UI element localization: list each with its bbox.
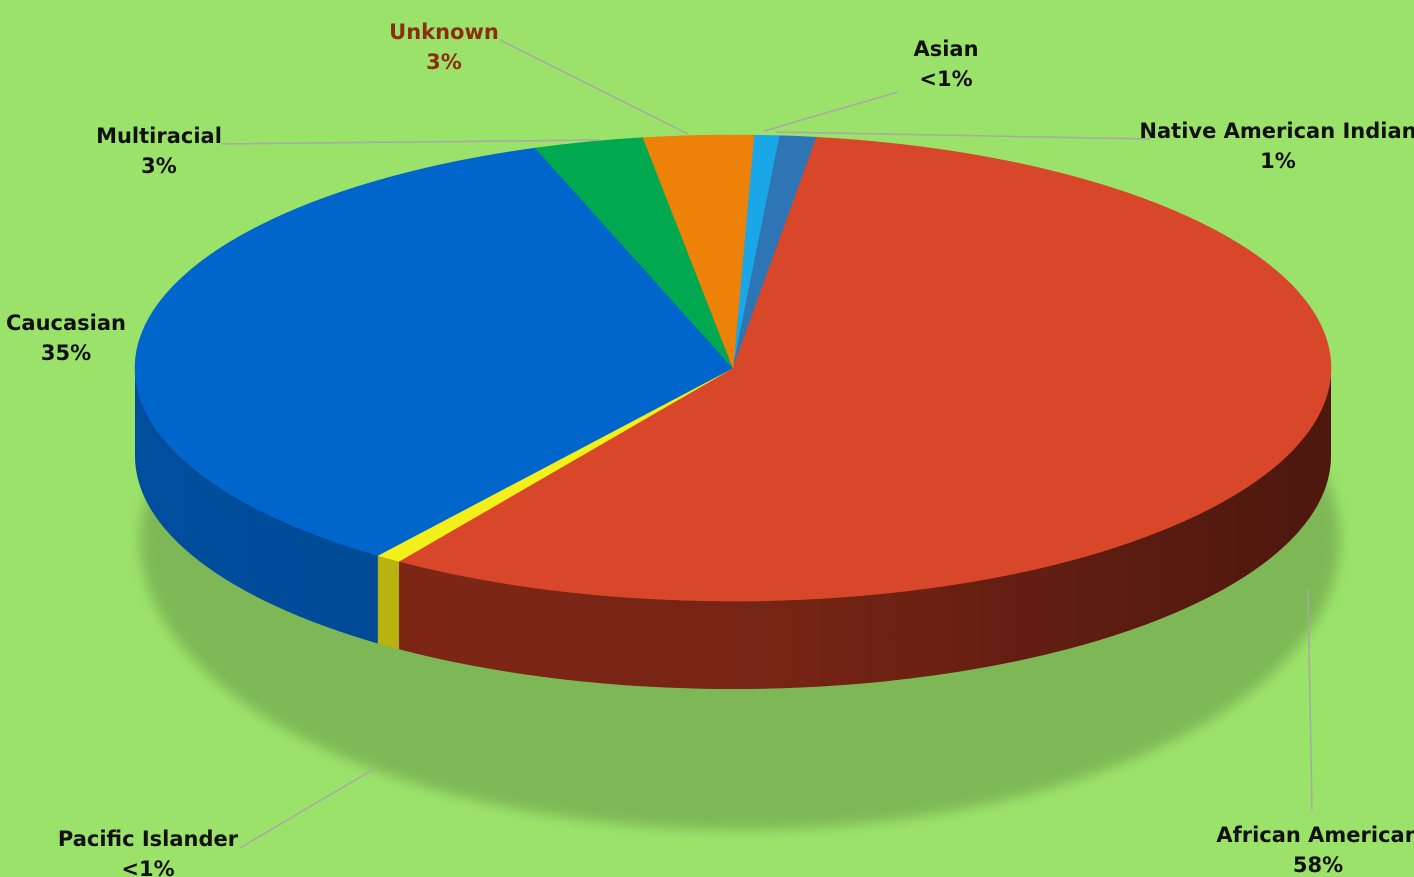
slice-percent-label-caucasian: 35% (41, 341, 91, 365)
slice-name-label-african-american: African American (1216, 823, 1414, 847)
slice-name-label-caucasian: Caucasian (6, 311, 126, 335)
leader-line-pacific-islander (239, 769, 373, 849)
leader-line-african-american (1307, 589, 1313, 811)
leader-lines (221, 39, 1313, 849)
slice-name-label-native-american-indian: Native American Indian (1139, 119, 1414, 143)
slice-caucasian (134, 147, 734, 556)
slice-percent-label-native-american-indian: 1% (1260, 149, 1296, 173)
leader-line-native-american-indian (775, 131, 1151, 140)
leader-line-unknown (499, 39, 689, 135)
slice-percent-label-asian: <1% (919, 67, 972, 91)
slice-name-label-pacific-islander: Pacific Islander (58, 827, 239, 851)
slice-name-label-asian: Asian (913, 37, 978, 61)
leader-line-asian (763, 91, 899, 132)
slice-labels: Asian <1% Native American Indian 1% African … (6, 20, 1414, 877)
slice-percent-label-pacific-islander: <1% (121, 857, 174, 877)
slice-name-label-multiracial: Multiracial (96, 124, 222, 148)
slice-unknown (642, 134, 755, 369)
slice-african-american (398, 136, 1332, 602)
pie-side-shading (135, 368, 1331, 689)
slice-percent-label-african-american: 58% (1293, 853, 1343, 877)
slice-name-label-unknown: Unknown (389, 20, 499, 44)
slice-percent-label-unknown: 3% (426, 50, 462, 74)
slice-percent-label-multiracial: 3% (141, 154, 177, 178)
pie-tops (134, 134, 1332, 602)
leader-line-multiracial (221, 139, 601, 145)
